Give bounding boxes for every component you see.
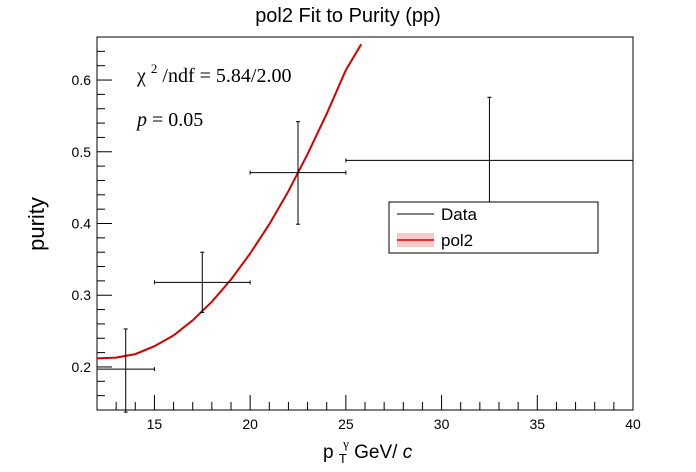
data-points-layer	[96, 96, 634, 413]
fit-curve-layer	[96, 43, 363, 360]
data-point	[153, 251, 251, 313]
chi2-rest: /ndf = 5.84/2.00	[162, 65, 291, 87]
x-tick-label: 25	[338, 416, 354, 432]
p-rest: = 0.05	[152, 109, 203, 131]
data-point	[345, 96, 634, 203]
x-axis-label-unit: GeV/	[354, 442, 398, 463]
legend: Data pol2	[388, 201, 599, 254]
chi2-symbol: χ	[136, 65, 146, 87]
y-tick-label: 0.4	[72, 216, 92, 232]
x-axis-label-sub: T	[339, 451, 347, 466]
data-point	[249, 121, 347, 225]
p-value-annotation: p = 0.05	[135, 109, 203, 131]
chi2-annotation: χ 2 /ndf = 5.84/2.00	[136, 56, 291, 87]
p-symbol: p	[135, 109, 147, 131]
x-axis-label-main: p	[323, 442, 334, 463]
x-tick-label: 15	[147, 416, 163, 432]
x-axis-label: p T γ GeV/ c	[323, 432, 413, 468]
y-axis-label: purity	[24, 197, 49, 251]
legend-pol2-label: pol2	[441, 231, 473, 250]
data-point	[96, 328, 155, 413]
pol2-fit-curve	[96, 43, 363, 360]
x-tick-label: 30	[434, 416, 450, 432]
chart-title: pol2 Fit to Purity (pp)	[255, 5, 441, 27]
x-tick-label: 20	[242, 416, 258, 432]
chi2-power: 2	[151, 61, 158, 76]
y-tick-label: 0.6	[72, 72, 92, 88]
x-axis-label-sup: γ	[342, 436, 349, 451]
x-axis-label-unit-c: c	[403, 442, 413, 463]
x-axis-ticks: 15 20 25 30 35 40	[96, 395, 641, 432]
legend-data-label: Data	[441, 205, 477, 224]
y-axis-ticks: 0.2 0.3 0.4 0.5 0.6	[72, 36, 112, 411]
y-tick-label: 0.5	[72, 144, 92, 160]
x-tick-label: 35	[529, 416, 545, 432]
x-tick-label: 40	[625, 416, 641, 432]
y-tick-label: 0.3	[72, 287, 92, 303]
y-tick-label: 0.2	[72, 359, 92, 375]
